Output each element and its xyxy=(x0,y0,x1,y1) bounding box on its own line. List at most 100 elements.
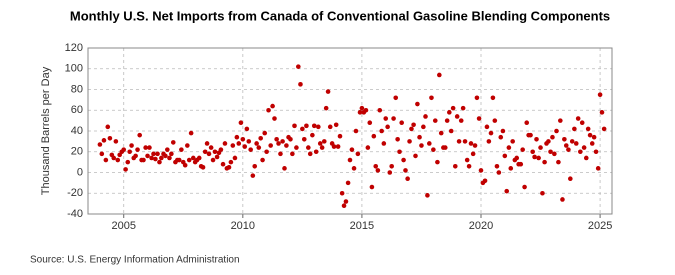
point xyxy=(411,122,416,128)
point xyxy=(464,157,470,163)
point xyxy=(349,147,355,152)
point xyxy=(313,149,319,155)
point xyxy=(343,199,349,204)
point xyxy=(304,123,309,129)
point xyxy=(345,180,351,186)
point xyxy=(365,145,371,150)
point xyxy=(353,128,359,134)
point xyxy=(284,143,289,148)
point xyxy=(133,153,138,159)
point xyxy=(486,139,492,144)
point xyxy=(476,116,482,121)
point xyxy=(244,126,250,132)
point xyxy=(403,168,408,173)
point xyxy=(550,134,555,140)
point xyxy=(185,143,190,148)
point xyxy=(363,107,369,113)
point xyxy=(566,147,571,152)
point xyxy=(256,145,262,150)
point xyxy=(355,151,361,157)
point xyxy=(415,101,420,107)
point xyxy=(250,173,256,178)
point xyxy=(258,135,263,141)
point xyxy=(167,155,172,161)
point xyxy=(546,139,551,144)
point xyxy=(452,163,458,169)
point xyxy=(492,118,498,123)
plot-frame xyxy=(87,47,613,215)
point xyxy=(448,128,454,134)
point xyxy=(572,126,577,132)
y-axis-label: Thousand Barrels per Day xyxy=(40,66,52,195)
point xyxy=(389,163,394,169)
point xyxy=(458,118,464,123)
point xyxy=(405,176,410,182)
point xyxy=(316,124,321,130)
point xyxy=(242,144,248,149)
point xyxy=(280,139,285,144)
point xyxy=(450,105,456,111)
point xyxy=(589,141,595,146)
point xyxy=(381,141,387,146)
point xyxy=(351,166,357,171)
point xyxy=(298,82,303,87)
point xyxy=(585,126,591,132)
point xyxy=(500,128,506,134)
point xyxy=(575,116,581,121)
point xyxy=(474,95,480,101)
point xyxy=(395,137,400,142)
y-tick-label: 100 xyxy=(65,63,83,75)
point xyxy=(282,166,287,171)
point xyxy=(454,114,460,119)
point xyxy=(331,144,337,149)
point xyxy=(482,178,488,184)
point xyxy=(540,190,545,196)
point xyxy=(542,159,547,165)
point xyxy=(502,153,508,159)
point xyxy=(333,122,339,128)
point xyxy=(182,162,188,168)
point xyxy=(103,157,109,163)
point xyxy=(113,139,119,144)
point xyxy=(359,105,365,111)
y-tick-label: 40 xyxy=(71,125,83,137)
point xyxy=(188,130,194,136)
point xyxy=(504,188,510,194)
point xyxy=(432,118,438,123)
point xyxy=(462,139,468,144)
point xyxy=(510,139,515,144)
point xyxy=(423,114,428,119)
point xyxy=(311,123,317,129)
point xyxy=(593,149,599,155)
point xyxy=(141,157,146,163)
point xyxy=(274,137,279,142)
source-note: Source: U.S. Energy Information Administ… xyxy=(30,255,240,266)
point xyxy=(578,149,583,155)
point xyxy=(157,159,162,165)
point xyxy=(272,116,277,121)
point xyxy=(522,184,527,190)
point xyxy=(534,137,539,142)
point xyxy=(125,159,131,165)
point xyxy=(409,126,414,132)
point xyxy=(528,132,533,138)
point xyxy=(470,151,476,157)
point xyxy=(230,143,236,148)
point xyxy=(427,141,432,146)
point xyxy=(417,134,422,140)
point xyxy=(369,184,375,190)
point xyxy=(202,149,208,155)
point xyxy=(234,134,240,140)
point xyxy=(472,143,478,148)
x-tick-label: 2005 xyxy=(111,220,135,232)
point xyxy=(595,166,601,171)
point xyxy=(518,161,524,167)
point xyxy=(145,153,150,159)
point xyxy=(300,126,305,132)
point xyxy=(155,151,160,157)
y-tick-label: 20 xyxy=(71,146,83,158)
point xyxy=(520,147,525,152)
point xyxy=(581,145,587,150)
point xyxy=(135,147,140,152)
